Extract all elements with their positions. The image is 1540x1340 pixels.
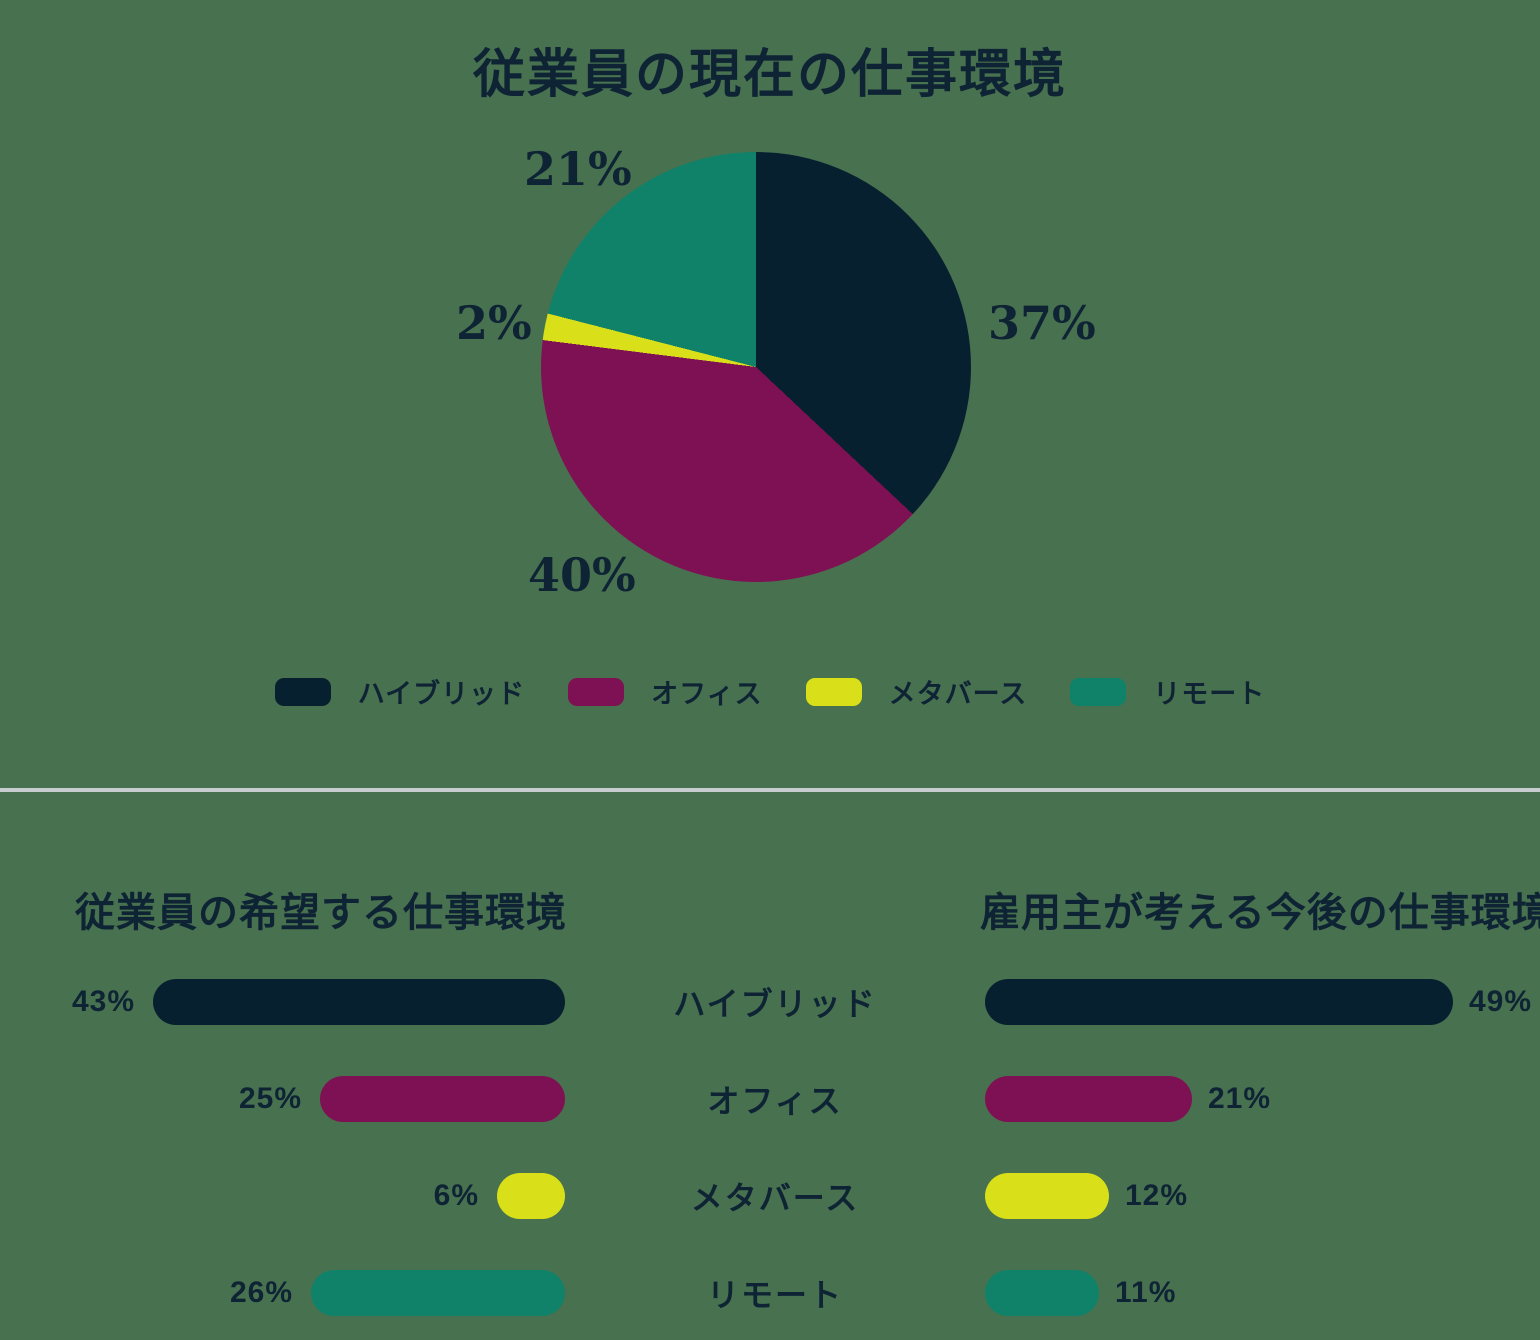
legend-item-office: オフィス (568, 672, 762, 711)
left-chart-cell: 43% (0, 979, 565, 1025)
pie-slice-label-hybrid: 37% (988, 296, 1096, 350)
pie-slice-label-metaverse: 2% (456, 296, 532, 350)
left-chart-title: 従業員の希望する仕事環境 (75, 891, 567, 935)
bar-row-office: 25% オフィス 21% (0, 1076, 1540, 1122)
legend: ハイブリッド オフィス メタバース リモート (0, 672, 1540, 711)
pie-slice-label-office: 40% (528, 548, 636, 602)
right-bar-value-hybrid: 49% (1469, 985, 1533, 1018)
category-label-metaverse: メタバース (690, 1180, 860, 1216)
right-bar-remote (985, 1270, 1099, 1316)
legend-item-hybrid: ハイブリッド (274, 672, 526, 711)
legend-swatch-hybrid (274, 677, 331, 706)
right-bar-value-office: 21% (1208, 1082, 1272, 1115)
left-chart-cell: 25% (0, 1076, 565, 1122)
left-bar-hybrid (153, 979, 565, 1025)
bar-row-remote: 26% リモート 11% (0, 1270, 1540, 1316)
right-bar-office (985, 1076, 1192, 1122)
legend-label-remote: リモート (1153, 679, 1266, 709)
right-chart-cell: 49% (985, 979, 1540, 1025)
legend-item-remote: リモート (1070, 672, 1265, 711)
left-bar-metaverse (497, 1173, 565, 1219)
bar-row-metaverse: 6% メタバース 12% (0, 1173, 1540, 1219)
category-label-office: オフィス (707, 1083, 843, 1119)
section-divider (0, 788, 1540, 792)
left-bar-remote (311, 1270, 565, 1316)
pie-slice-label-remote: 21% (524, 142, 632, 196)
category-label-remote: リモート (706, 1277, 843, 1313)
bar-row-hybrid: 43% ハイブリッド 49% (0, 979, 1540, 1025)
category-label-hybrid: ハイブリッド (673, 986, 877, 1022)
right-chart-cell: 21% (985, 1076, 1540, 1122)
legend-swatch-remote (1070, 677, 1127, 706)
right-bar-value-metaverse: 12% (1125, 1179, 1189, 1212)
left-bar-value-hybrid: 43% (71, 985, 135, 1018)
right-chart-cell: 11% (985, 1270, 1540, 1316)
legend-swatch-metaverse (805, 677, 862, 706)
right-chart-cell: 12% (985, 1173, 1540, 1219)
legend-item-metaverse: メタバース (805, 672, 1028, 711)
right-bar-metaverse (985, 1173, 1109, 1219)
legend-label-hybrid: ハイブリッド (357, 679, 526, 709)
left-bar-value-metaverse: 6% (433, 1179, 479, 1212)
left-chart-cell: 6% (0, 1173, 565, 1219)
right-bar-value-remote: 11% (1115, 1276, 1177, 1309)
right-bar-hybrid (985, 979, 1453, 1025)
left-chart-cell: 26% (0, 1270, 565, 1316)
right-chart-title: 雇用主が考える今後の仕事環境 (980, 891, 1540, 935)
legend-label-office: オフィス (651, 679, 763, 709)
left-bar-value-remote: 26% (229, 1276, 293, 1309)
legend-label-metaverse: メタバース (888, 679, 1028, 709)
pie-chart (541, 152, 971, 582)
page-title: 従業員の現在の仕事環境 (472, 46, 1067, 104)
left-bar-value-office: 25% (238, 1082, 302, 1115)
left-bar-office (320, 1076, 565, 1122)
bar-charts: 43% ハイブリッド 49% 25% オフィス 21% 6% (0, 979, 1540, 1340)
legend-swatch-office (568, 677, 625, 706)
